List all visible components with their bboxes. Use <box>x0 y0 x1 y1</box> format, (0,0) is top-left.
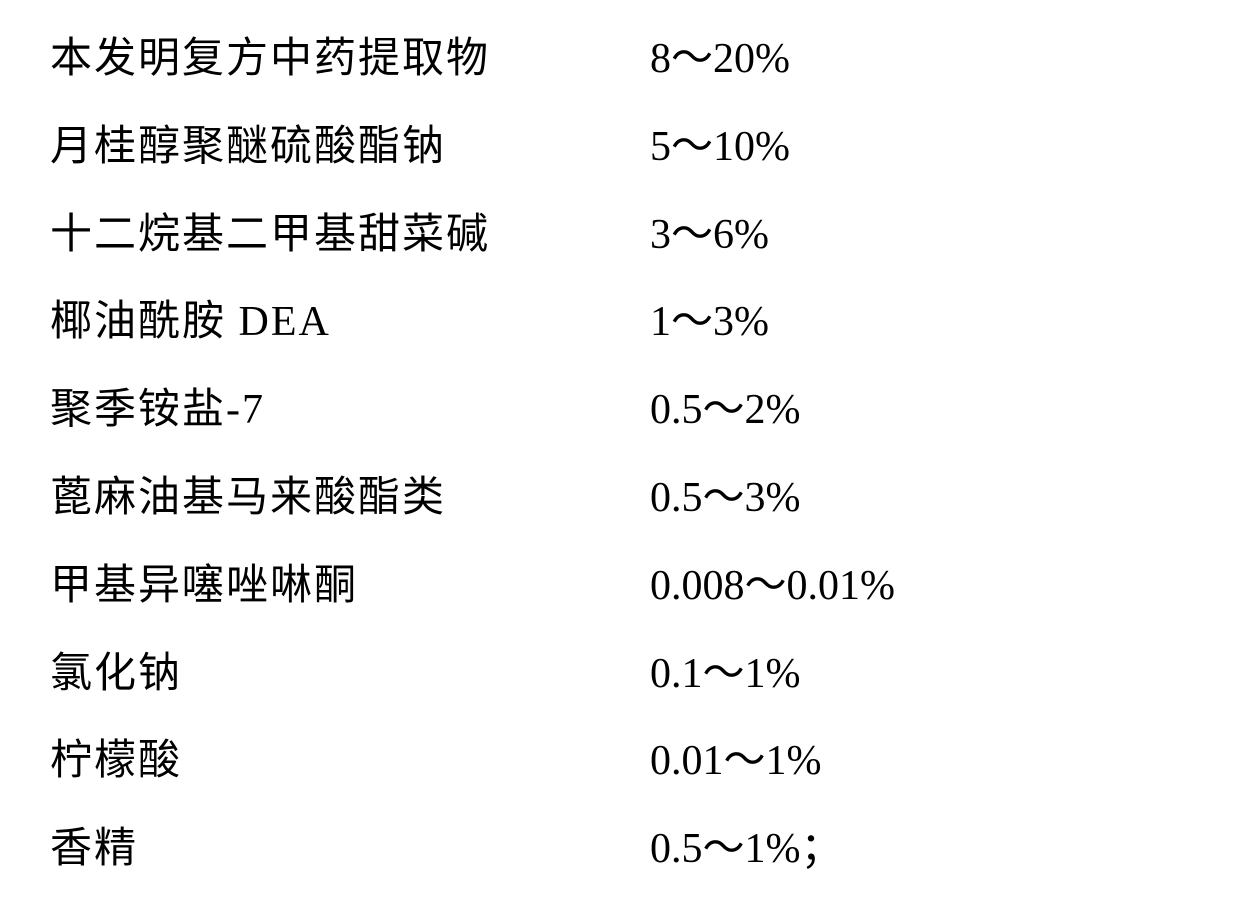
ingredient-value: 0.5～3% <box>650 459 801 539</box>
table-row: 聚季铵盐-7 0.5～2% <box>50 371 1190 451</box>
ingredient-name: 香精 <box>50 810 650 890</box>
ingredient-value: 5～10% <box>650 108 790 188</box>
ingredient-name: 氯化钠 <box>50 635 650 715</box>
ingredient-value: 0.008～0.01% <box>650 547 895 627</box>
ingredient-name: 月桂醇聚醚硫酸酯钠 <box>50 108 650 188</box>
table-row: 柠檬酸 0.01～1% <box>50 722 1190 802</box>
ingredient-value: 0.5～2% <box>650 371 801 451</box>
ingredient-name: 蓖麻油基马来酸酯类 <box>50 459 650 539</box>
ingredient-name: 十二烷基二甲基甜菜碱 <box>50 196 650 276</box>
ingredient-name: 本发明复方中药提取物 <box>50 20 650 100</box>
table-row: 香精 0.5～1%； <box>50 810 1190 890</box>
table-row: 椰油酰胺 DEA 1～3% <box>50 283 1190 363</box>
ingredient-value: 0.5～1%； <box>650 810 843 890</box>
ingredient-name: 甲基异噻唑啉酮 <box>50 547 650 627</box>
table-row: 蓖麻油基马来酸酯类 0.5～3% <box>50 459 1190 539</box>
table-row: 本发明复方中药提取物 8～20% <box>50 20 1190 100</box>
ingredient-value: 8～20% <box>650 20 790 100</box>
table-row: 十二烷基二甲基甜菜碱 3～6% <box>50 196 1190 276</box>
ingredient-name: 椰油酰胺 DEA <box>50 283 650 363</box>
ingredients-table: 本发明复方中药提取物 8～20% 月桂醇聚醚硫酸酯钠 5～10% 十二烷基二甲基… <box>50 20 1190 890</box>
ingredient-name: 聚季铵盐-7 <box>50 371 650 451</box>
ingredient-value: 0.1～1% <box>650 635 801 715</box>
ingredient-value: 1～3% <box>650 283 769 363</box>
table-row: 月桂醇聚醚硫酸酯钠 5～10% <box>50 108 1190 188</box>
table-row: 甲基异噻唑啉酮 0.008～0.01% <box>50 547 1190 627</box>
ingredient-value: 3～6% <box>650 196 769 276</box>
ingredient-value: 0.01～1% <box>650 722 822 802</box>
ingredient-name: 柠檬酸 <box>50 722 650 802</box>
table-row: 氯化钠 0.1～1% <box>50 635 1190 715</box>
